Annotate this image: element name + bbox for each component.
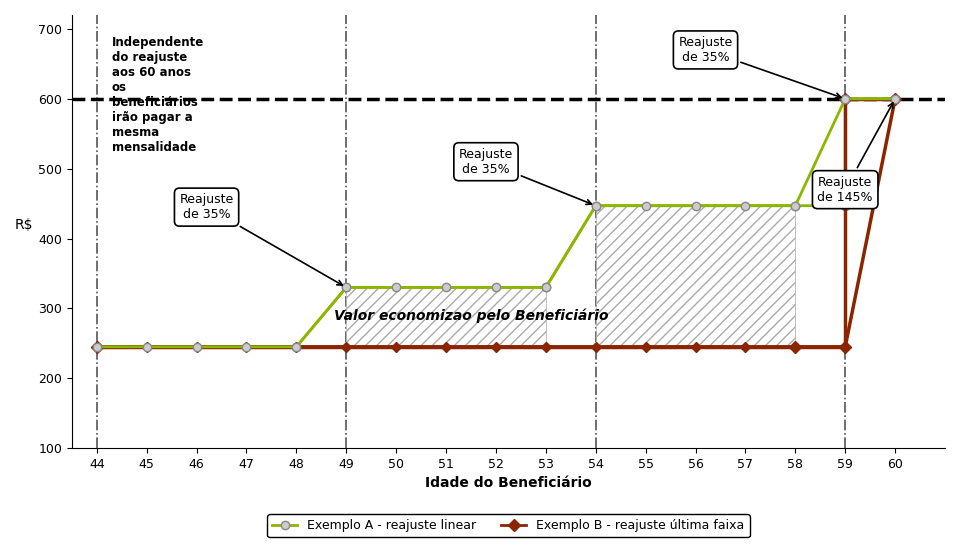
Y-axis label: R$: R$: [15, 218, 34, 232]
Text: Valor economizao pelo Beneficiário: Valor economizao pelo Beneficiário: [334, 308, 609, 323]
Text: Reajuste
de 35%: Reajuste de 35%: [180, 193, 343, 285]
Text: Independente
do reajuste
aos 60 anos
os
beneficiários
irão pagar a
mesma
mensali: Independente do reajuste aos 60 anos os …: [111, 36, 204, 154]
X-axis label: Idade do Beneficiário: Idade do Beneficiário: [425, 476, 591, 491]
Text: Reajuste
de 35%: Reajuste de 35%: [679, 36, 841, 98]
Text: Reajuste
de 145%: Reajuste de 145%: [818, 103, 893, 204]
Legend: Exemplo A - reajuste linear, Exemplo B - reajuste última faixa: Exemplo A - reajuste linear, Exemplo B -…: [267, 514, 750, 537]
Text: Reajuste
de 35%: Reajuste de 35%: [459, 148, 591, 205]
